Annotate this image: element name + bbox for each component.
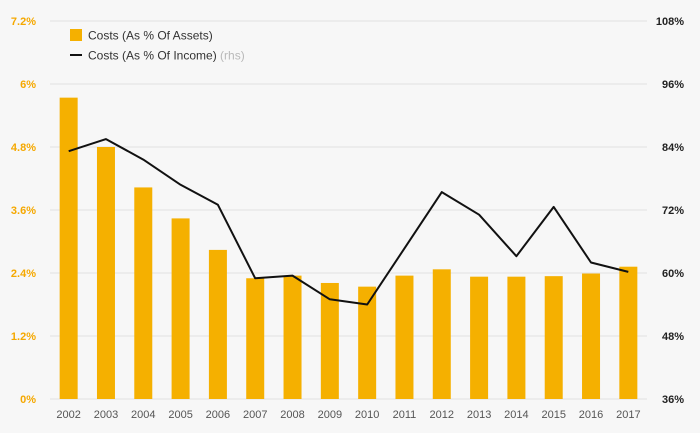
x-tick-label: 2007: [243, 409, 267, 421]
legend-bar-swatch: [70, 29, 82, 41]
bar: [582, 273, 601, 399]
x-tick-label: 2013: [467, 409, 491, 421]
x-tick-label: 2016: [579, 409, 603, 421]
bar: [619, 266, 638, 399]
x-tick-label: 2002: [56, 409, 80, 421]
bar: [283, 275, 302, 399]
y-right-tick-label: 96%: [662, 79, 684, 91]
x-tick-label: 2006: [206, 409, 230, 421]
y-left-tick-label: 3.6%: [11, 205, 36, 217]
x-tick-label: 2015: [541, 409, 565, 421]
x-tick-label: 2010: [355, 409, 379, 421]
legend-label-income-text: Costs (As % Of Income): [88, 49, 217, 63]
bar: [208, 249, 227, 399]
x-tick-label: 2004: [131, 409, 155, 421]
y-right-tick-label: 72%: [662, 205, 684, 217]
y-right-tick-label: 60%: [662, 268, 684, 280]
legend-label-assets: Costs (As % Of Assets): [88, 29, 213, 43]
bar: [171, 218, 190, 399]
x-tick-label: 2009: [318, 409, 342, 421]
x-tick-label: 2005: [168, 409, 192, 421]
bar-layer: [59, 97, 638, 400]
bar: [320, 282, 339, 399]
bar: [432, 269, 451, 399]
legend-label-income-suffix: (rhs): [220, 49, 245, 63]
y-left-tick-label: 2.4%: [11, 268, 36, 280]
bar: [395, 275, 414, 399]
chart-legend: Costs (As % Of Assets) Costs (As % Of In…: [70, 29, 245, 63]
axis-layer: 0% 36% 1.2% 48% 2.4% 60% 3.6% 72% 4.8% 84% 6% 96% 7.…: [11, 16, 684, 421]
y-left-tick-label: 4.8%: [11, 142, 36, 154]
bar: [358, 286, 377, 399]
bar: [246, 278, 265, 399]
x-tick-label: 2003: [94, 409, 118, 421]
bar: [96, 147, 115, 399]
x-tick-label: 2011: [393, 409, 417, 421]
x-tick-label: 2008: [280, 409, 304, 421]
y-left-tick-label: 0%: [20, 394, 36, 406]
bar: [134, 187, 153, 399]
bar: [470, 276, 489, 399]
line-layer: [68, 138, 629, 306]
bar: [544, 276, 563, 399]
legend-label-income: Costs (As % Of Income) (rhs): [88, 49, 245, 63]
x-tick-label: 2012: [430, 409, 454, 421]
line-series: [68, 138, 629, 306]
y-left-tick-label: 7.2%: [11, 16, 36, 28]
y-left-tick-label: 6%: [20, 79, 36, 91]
bar: [507, 276, 526, 399]
x-tick-label: 2014: [504, 409, 528, 421]
y-right-tick-label: 108%: [656, 16, 684, 28]
y-right-tick-label: 48%: [662, 331, 684, 343]
bar: [59, 97, 78, 400]
y-left-tick-label: 1.2%: [11, 331, 36, 343]
y-right-tick-label: 36%: [662, 394, 684, 406]
x-tick-label: 2017: [616, 409, 640, 421]
y-right-tick-label: 84%: [662, 142, 684, 154]
